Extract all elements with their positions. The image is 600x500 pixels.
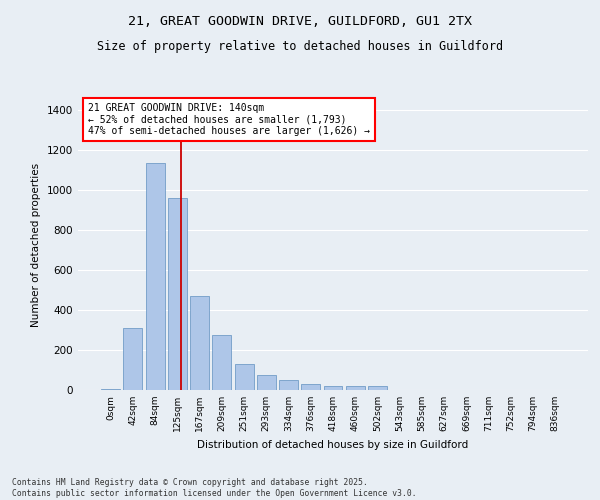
Text: 21, GREAT GOODWIN DRIVE, GUILDFORD, GU1 2TX: 21, GREAT GOODWIN DRIVE, GUILDFORD, GU1 … <box>128 15 472 28</box>
Bar <box>301 384 320 390</box>
Bar <box>190 296 209 390</box>
Text: 21 GREAT GOODWIN DRIVE: 140sqm
← 52% of detached houses are smaller (1,793)
47% : 21 GREAT GOODWIN DRIVE: 140sqm ← 52% of … <box>88 103 370 136</box>
Bar <box>212 335 231 390</box>
Bar <box>257 375 276 390</box>
Bar <box>368 386 387 390</box>
Bar <box>124 328 142 390</box>
Text: Size of property relative to detached houses in Guildford: Size of property relative to detached ho… <box>97 40 503 53</box>
Text: Contains HM Land Registry data © Crown copyright and database right 2025.
Contai: Contains HM Land Registry data © Crown c… <box>12 478 416 498</box>
Bar <box>168 198 187 390</box>
Bar <box>323 386 343 390</box>
Bar <box>279 380 298 390</box>
X-axis label: Distribution of detached houses by size in Guildford: Distribution of detached houses by size … <box>197 440 469 450</box>
Bar <box>346 386 365 390</box>
Bar <box>235 364 254 390</box>
Bar <box>146 163 164 390</box>
Bar <box>101 389 120 390</box>
Y-axis label: Number of detached properties: Number of detached properties <box>31 163 41 327</box>
